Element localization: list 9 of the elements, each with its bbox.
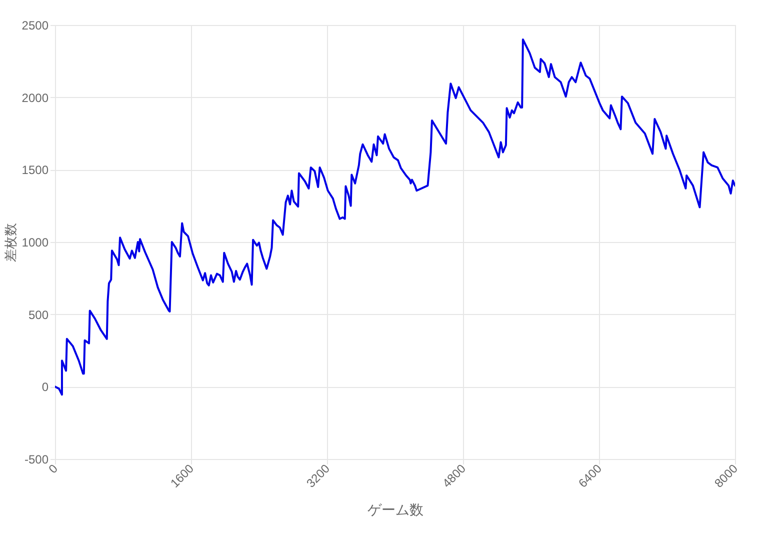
y-tick-label: 2500 (22, 18, 49, 32)
x-axis-title: ゲーム数 (368, 502, 424, 519)
y-tick-label: 1500 (22, 163, 49, 178)
y-tick-label: -500 (24, 452, 49, 466)
y-tick-label: 2000 (22, 90, 49, 105)
y-tick-label: 1000 (22, 236, 49, 250)
y-tick-label: 500 (28, 308, 49, 322)
y-tick-label: 0 (42, 380, 49, 394)
y-axis-title: 差枚数 (4, 223, 19, 262)
